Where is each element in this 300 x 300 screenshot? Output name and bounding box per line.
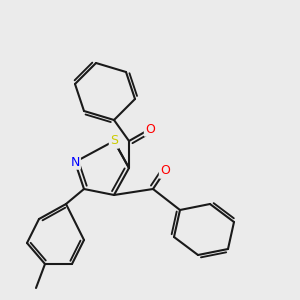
Text: O: O (160, 164, 170, 178)
Text: O: O (145, 122, 155, 136)
Text: N: N (70, 155, 80, 169)
Text: S: S (110, 134, 118, 148)
